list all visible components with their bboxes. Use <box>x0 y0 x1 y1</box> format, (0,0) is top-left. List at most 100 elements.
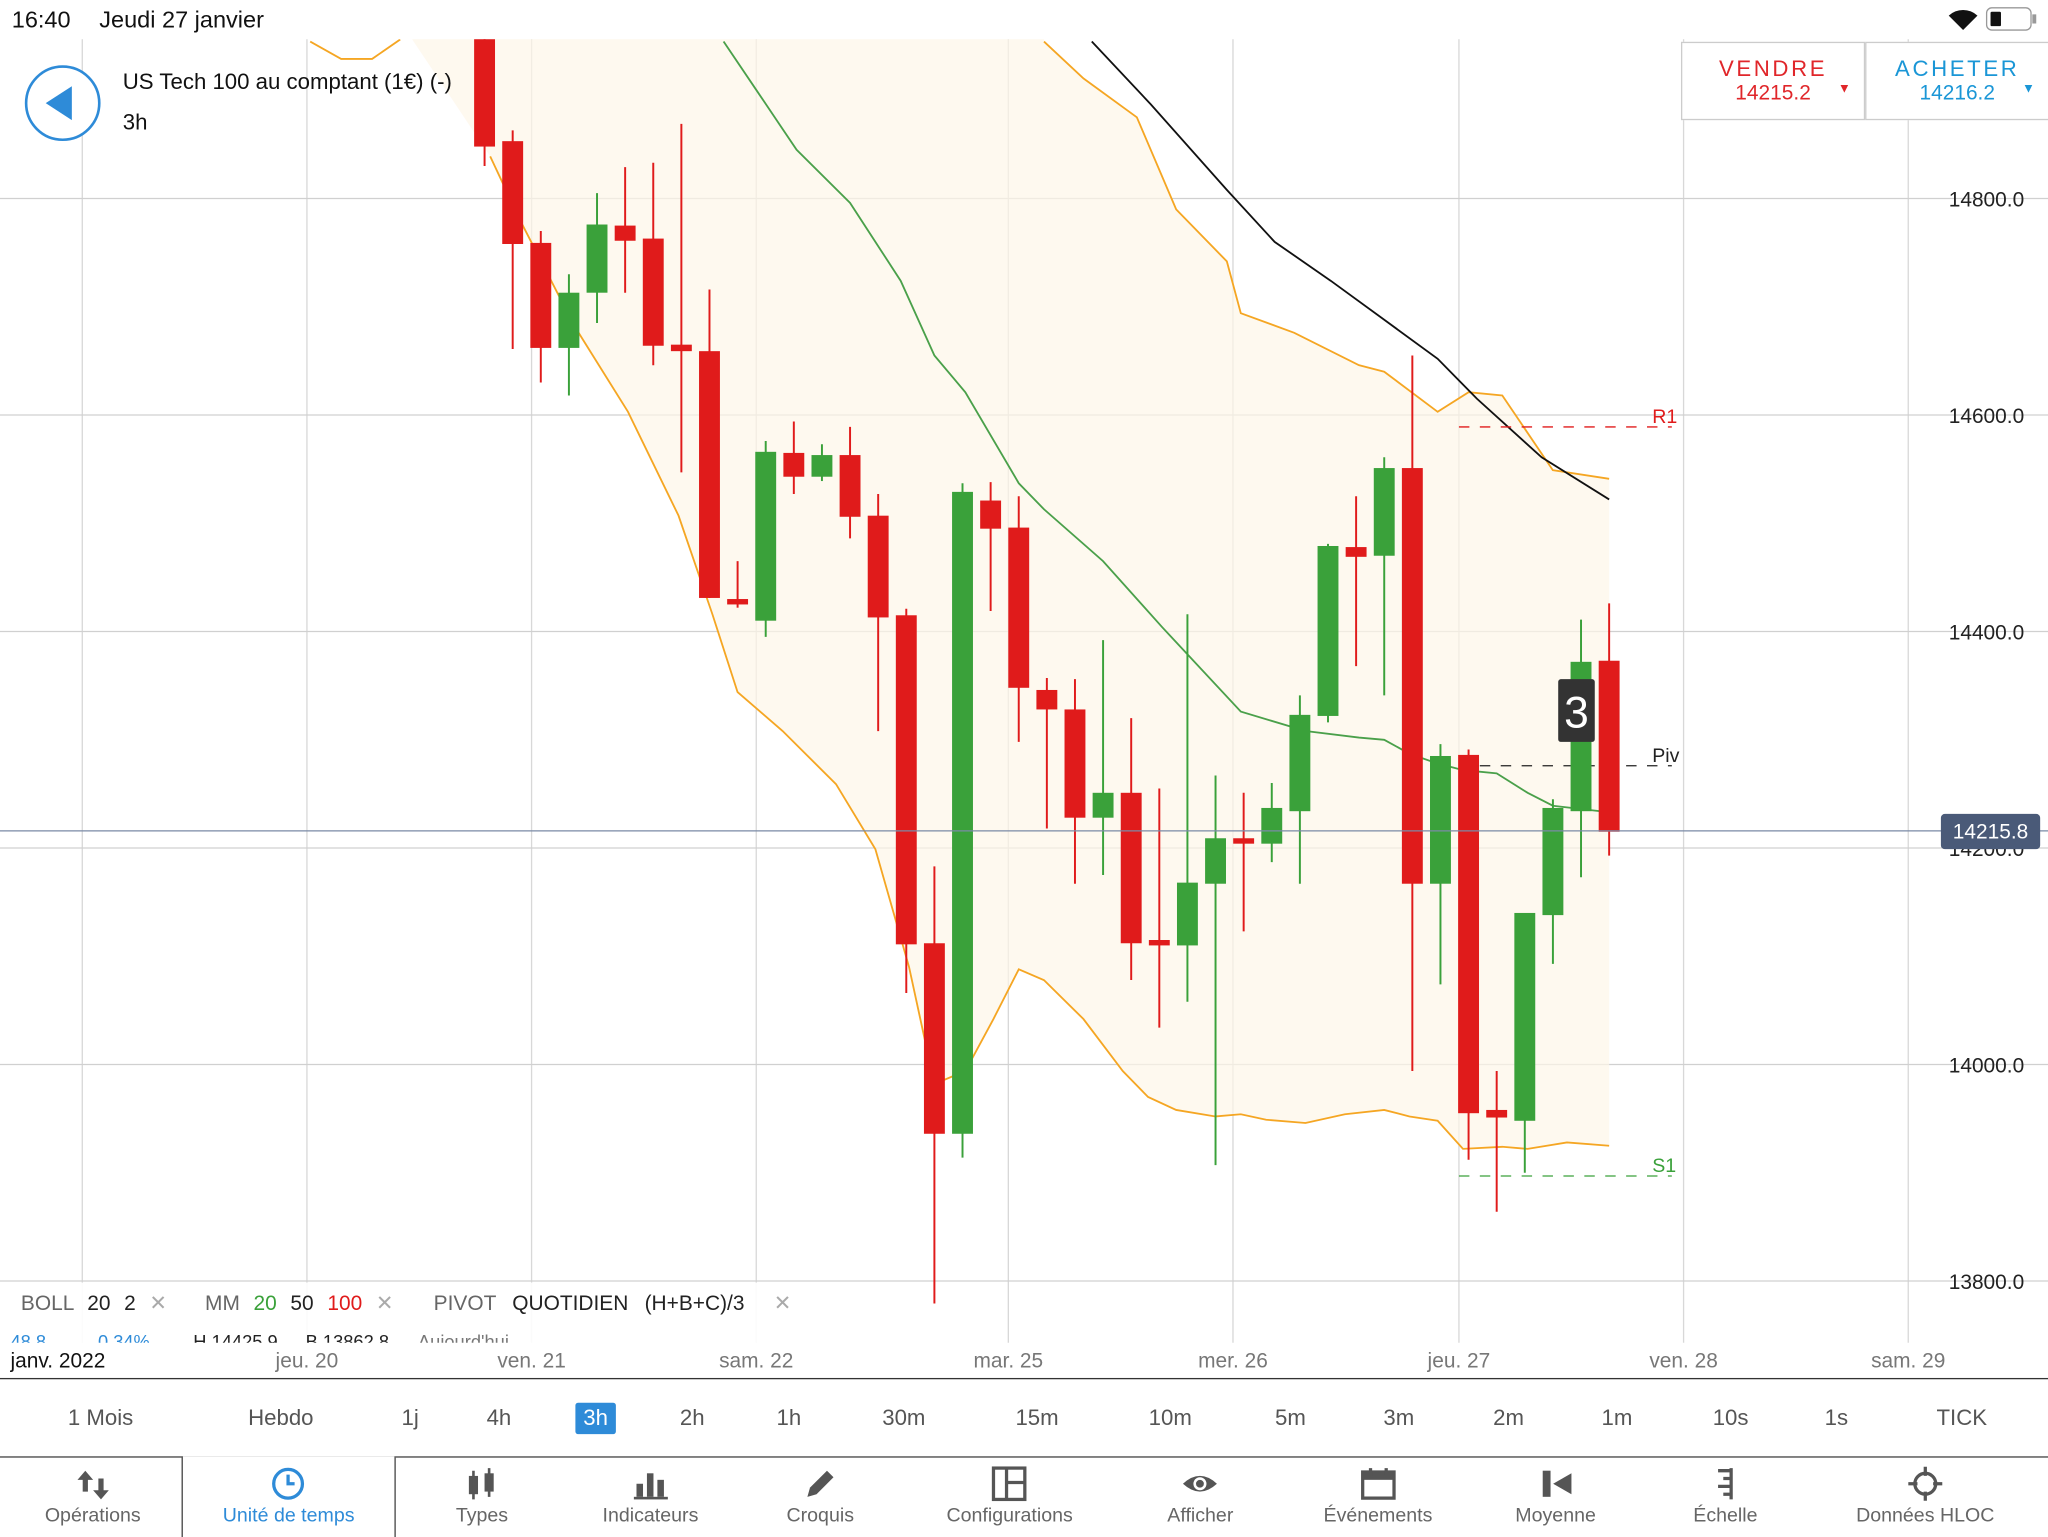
timeframe-5m[interactable]: 5m <box>1275 1405 1306 1431</box>
clock-icon <box>272 1467 305 1500</box>
toolbar-echelle[interactable]: Échelle <box>1693 1460 1758 1536</box>
boll-percent: 0.34% <box>97 1330 150 1343</box>
candle-body <box>1148 940 1170 946</box>
pivot-legend[interactable]: PIVOT QUOTIDIEN (H+B+C)/3 ✕ <box>434 1290 792 1316</box>
current-price-label: 14215.8 <box>1953 821 2028 844</box>
timeframe-1-mois[interactable]: 1 Mois <box>67 1405 134 1431</box>
sell-button[interactable]: VENDRE 14215.2 ▼ <box>1680 41 1866 121</box>
candle-body <box>1317 545 1339 716</box>
sell-label: VENDRE <box>1718 56 1828 81</box>
toolbar-croquis[interactable]: Croquis <box>786 1460 854 1536</box>
status-time: 16:40 <box>11 6 71 33</box>
candle-body <box>474 39 496 147</box>
scale-icon <box>1717 1468 1733 1500</box>
toolbar-label: Moyenne <box>1515 1504 1596 1527</box>
buy-button[interactable]: ACHETER 14216.2 ▼ <box>1865 41 2048 121</box>
toolbar-label: Indicateurs <box>602 1504 699 1527</box>
candle-body <box>614 225 636 241</box>
pivot-period: QUOTIDIEN <box>512 1293 629 1316</box>
timeframe-2m[interactable]: 2m <box>1493 1405 1524 1431</box>
boll-legend[interactable]: BOLL 20 2 ✕ <box>21 1290 167 1316</box>
candle-body <box>502 141 524 244</box>
y-axis-label: 14800.0 <box>1949 188 2024 211</box>
toolbar-label: Unité de temps <box>222 1504 355 1527</box>
timeframe-tick[interactable]: TICK <box>1936 1405 1988 1431</box>
candle-body <box>783 452 805 477</box>
toolbar-configurations[interactable]: Configurations <box>946 1460 1073 1536</box>
timeframe-10s[interactable]: 10s <box>1712 1405 1749 1431</box>
back-button[interactable] <box>24 65 101 142</box>
candle-body <box>895 615 917 945</box>
pivot-remove-icon[interactable]: ✕ <box>773 1293 792 1316</box>
bollinger-upper-line <box>1043 40 1610 480</box>
timeframe-1h[interactable]: 1h <box>776 1405 802 1431</box>
timeframe-hebdo[interactable]: Hebdo <box>248 1405 314 1431</box>
candle-body <box>952 491 973 1134</box>
bar-chart-icon <box>633 1473 668 1500</box>
timeframe-30m[interactable]: 30m <box>882 1405 926 1431</box>
boll-name: BOLL <box>20 1293 74 1316</box>
toolbar-label: Afficher <box>1167 1504 1234 1527</box>
timeframe-1j[interactable]: 1j <box>401 1405 419 1431</box>
candle-body <box>1120 792 1142 944</box>
candle-body <box>1401 468 1423 884</box>
candle-body <box>1514 912 1536 1121</box>
plot-area <box>309 39 1672 1304</box>
calendar-icon <box>1360 1468 1396 1500</box>
toolbar-label: Échelle <box>1693 1504 1758 1527</box>
instrument-timeframe: 3h <box>122 109 148 135</box>
timeframe-3h[interactable]: 3h <box>575 1402 616 1435</box>
buy-price: 14216.2 <box>1919 82 1995 105</box>
candle-body <box>839 455 861 517</box>
candle-body <box>699 351 720 598</box>
toolbar-afficher[interactable]: Afficher <box>1167 1460 1233 1536</box>
timeframe-2h[interactable]: 2h <box>679 1405 705 1431</box>
toolbar-types[interactable]: Types <box>456 1460 508 1536</box>
candle-body <box>530 242 552 348</box>
y-axis-label: 14400.0 <box>1949 621 2024 644</box>
toolbar-moyenne[interactable]: Moyenne <box>1515 1460 1596 1536</box>
x-axis-label: jeu. 27 <box>1427 1350 1491 1373</box>
candle-body <box>1233 838 1255 844</box>
sell-dropdown-icon: ▼ <box>1837 82 1851 97</box>
battery-icon <box>1985 7 2037 31</box>
pivot-low: B 13862.8 <box>305 1330 390 1343</box>
toolbar-unite-de-temps[interactable]: Unité de temps <box>223 1460 355 1536</box>
candle-body <box>727 599 749 605</box>
candle-body <box>670 344 692 352</box>
timeframe-1m[interactable]: 1m <box>1601 1405 1633 1431</box>
current-price-badge <box>1940 813 2041 850</box>
candle-body <box>1486 1109 1508 1118</box>
mm-legend[interactable]: MM 20 50 100 ✕ <box>205 1290 393 1316</box>
toolbar-evenements[interactable]: Événements <box>1323 1460 1432 1536</box>
mm-remove-icon[interactable]: ✕ <box>375 1293 394 1316</box>
toolbar-operations[interactable]: Opérations <box>45 1460 141 1536</box>
timeframe-10m[interactable]: 10m <box>1148 1405 1192 1431</box>
timeframe-15m[interactable]: 15m <box>1015 1405 1059 1431</box>
candle-body <box>1542 807 1564 916</box>
x-axis-label: mer. 26 <box>1198 1350 1268 1373</box>
y-axis-label: 13800.0 <box>1949 1271 2024 1294</box>
price-chart[interactable]: 14800.014600.014400.014200.014000.013800… <box>0 39 2048 1345</box>
toolbar-label: Types <box>455 1504 509 1527</box>
candle-body <box>980 500 1002 529</box>
toolbar-indicateurs[interactable]: Indicateurs <box>602 1460 699 1536</box>
candle-body <box>1598 660 1620 832</box>
candle-body <box>1064 709 1086 818</box>
average-icon <box>1542 1470 1572 1497</box>
pivot-formula: (H+B+C)/3 <box>644 1293 745 1316</box>
x-axis-label: ven. 21 <box>497 1350 566 1373</box>
mm-name: MM <box>205 1293 240 1316</box>
timeframe-1s[interactable]: 1s <box>1824 1405 1849 1431</box>
candle-body <box>1345 547 1367 557</box>
candle-body <box>1430 755 1451 884</box>
boll-remove-icon[interactable]: ✕ <box>149 1293 167 1316</box>
timeframe-4h[interactable]: 4h <box>486 1405 512 1431</box>
indicator-legend <box>0 1282 810 1346</box>
candle-body <box>1092 792 1114 818</box>
divider <box>0 1377 2048 1380</box>
candle-body <box>1008 527 1030 688</box>
timeframe-3m[interactable]: 3m <box>1383 1405 1415 1431</box>
x-axis-label: ven. 28 <box>1649 1350 1718 1373</box>
toolbar-donnees-hloc[interactable]: Données HLOC <box>1856 1460 1994 1536</box>
